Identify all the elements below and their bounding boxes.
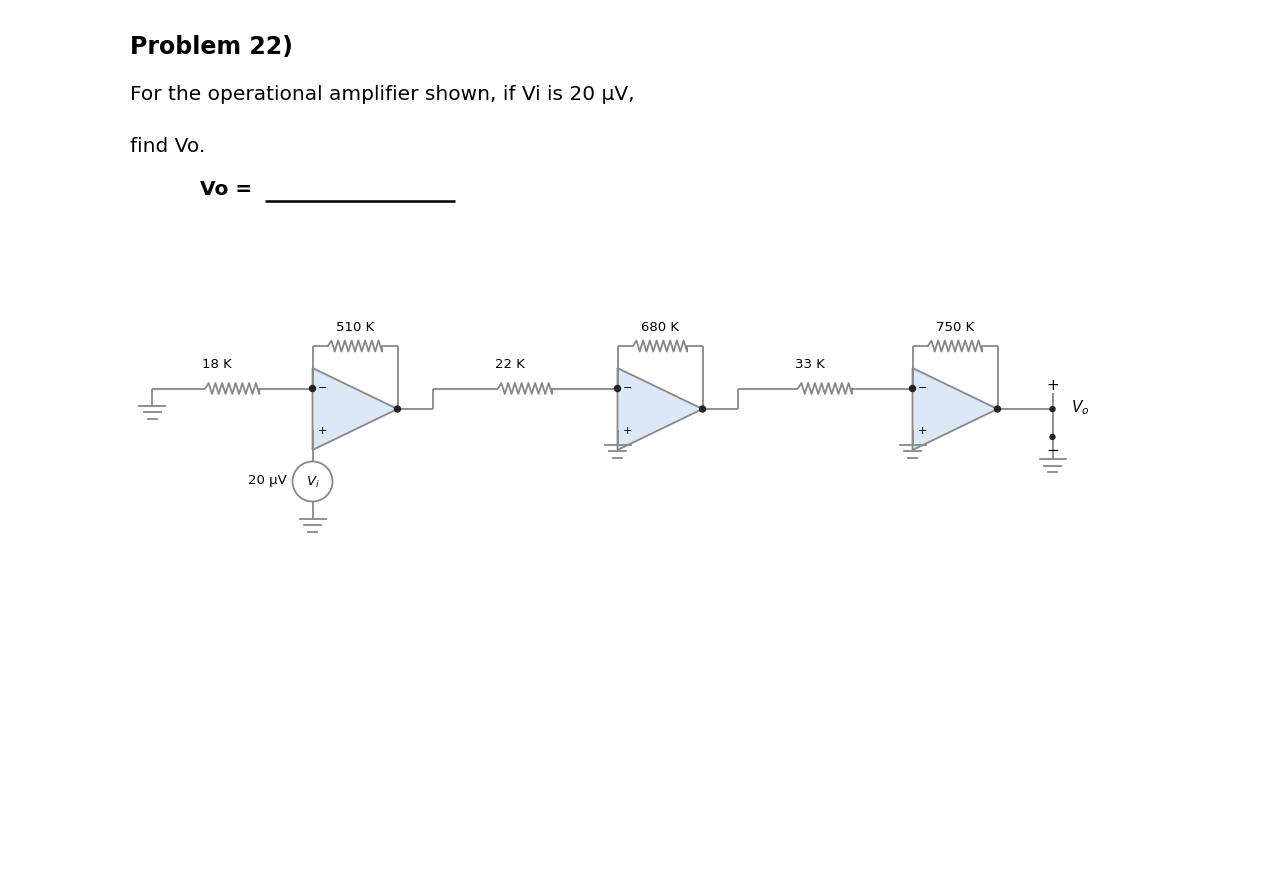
Text: For the operational amplifier shown, if Vi is 20 μV,: For the operational amplifier shown, if …: [130, 85, 634, 104]
Circle shape: [615, 386, 620, 392]
Circle shape: [909, 386, 915, 392]
Polygon shape: [913, 368, 998, 451]
Text: +: +: [623, 426, 632, 436]
Text: −: −: [918, 383, 927, 393]
Text: 20 μV: 20 μV: [248, 474, 286, 486]
Text: 680 K: 680 K: [641, 321, 679, 333]
Text: +: +: [918, 426, 927, 436]
Polygon shape: [618, 368, 702, 451]
Circle shape: [1050, 435, 1055, 440]
Text: +: +: [1046, 378, 1059, 393]
Text: 510 K: 510 K: [336, 321, 374, 333]
Text: −: −: [1046, 443, 1059, 458]
Polygon shape: [312, 368, 398, 451]
Text: 33 K: 33 K: [795, 358, 824, 371]
Text: 22 K: 22 K: [496, 358, 525, 371]
Text: +: +: [318, 426, 327, 436]
Text: find Vo.: find Vo.: [130, 137, 205, 156]
Text: 750 K: 750 K: [936, 321, 975, 333]
Circle shape: [394, 407, 401, 412]
Circle shape: [309, 386, 316, 392]
Text: V$_o$: V$_o$: [1071, 398, 1089, 417]
Text: V$_i$: V$_i$: [306, 475, 320, 490]
Circle shape: [995, 407, 1000, 412]
Circle shape: [1050, 407, 1055, 412]
Text: −: −: [623, 383, 632, 393]
Text: −: −: [318, 383, 327, 393]
Text: 18 K: 18 K: [203, 358, 232, 371]
Text: Problem 22): Problem 22): [130, 35, 293, 59]
Text: Vo =: Vo =: [200, 181, 252, 199]
Circle shape: [700, 407, 705, 412]
